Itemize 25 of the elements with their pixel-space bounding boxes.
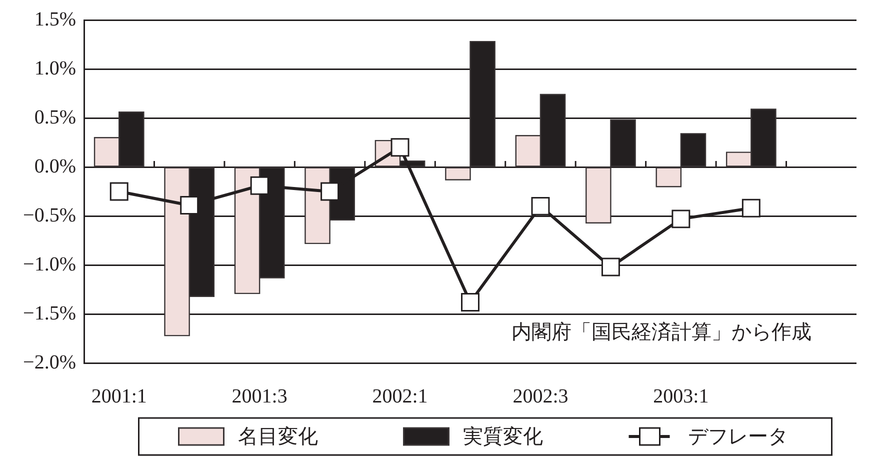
point [601,258,620,276]
x-tick-label: 2002:3 [512,385,568,408]
y-tick-label: 0.5% [34,106,76,128]
x-tick-label: 2002:1 [372,385,428,408]
x-tick-label: 2001:1 [91,385,147,408]
y-tick-label: 1.5% [34,8,76,30]
y-tick-label: 1.0% [34,57,76,80]
point [461,293,480,312]
point [390,138,410,157]
point [320,182,340,201]
y-tick-label: −2.0% [23,351,76,374]
x-tick-label: 2003:1 [653,385,709,408]
point [250,176,269,195]
y-tick-label: −1.5% [23,302,76,324]
legend-label: デフレータ [688,426,788,448]
point [180,196,199,214]
point [531,196,550,216]
legend-label: 実質変化 [462,424,543,448]
y-tick-label: −1.0% [23,253,76,276]
point [672,210,690,228]
legend-label: 名目変化 [238,424,318,448]
x-tick-label: 2001:3 [232,385,288,408]
y-tick-label: 0.0% [34,155,76,178]
annotation: 内閣府「国民経済計算」から作成 [512,321,812,344]
y-tick-label: −0.5% [23,204,76,226]
